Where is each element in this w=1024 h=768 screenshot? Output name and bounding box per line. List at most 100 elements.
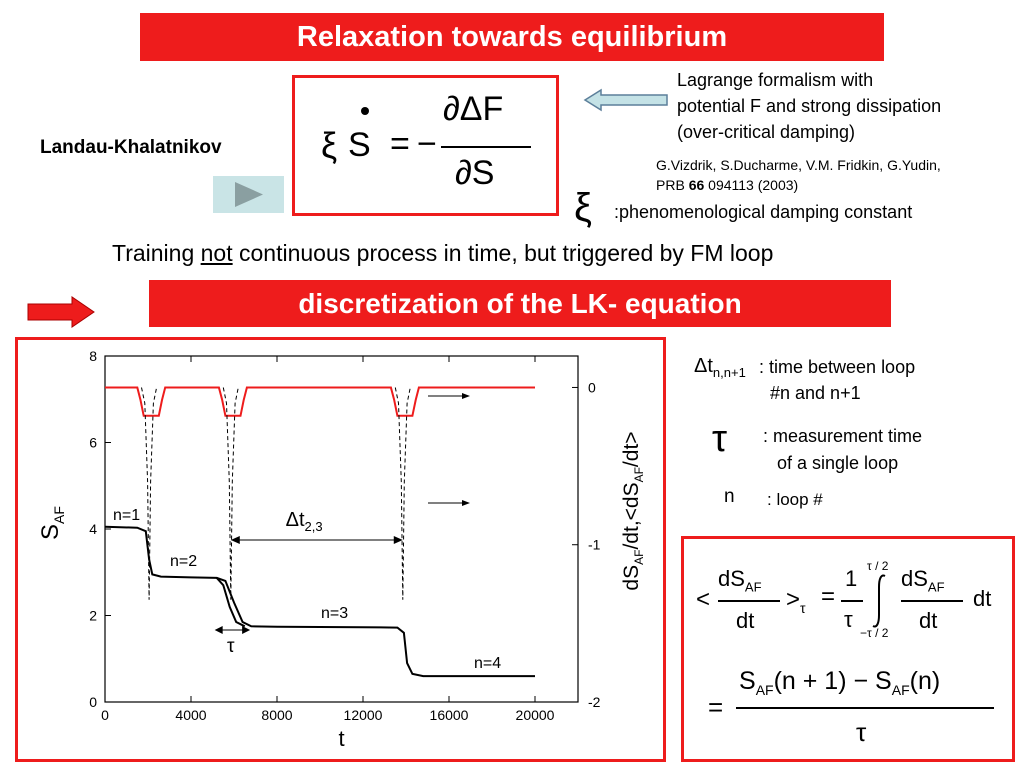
- dt-arrow-left: [230, 536, 240, 544]
- training-statement: Training not continuous process in time,…: [112, 240, 773, 267]
- n-symbol: n: [724, 486, 735, 507]
- avg-gt-text: >: [786, 586, 801, 613]
- eq-s: S: [348, 126, 371, 164]
- y-tick-label: 0: [89, 694, 97, 710]
- tau-definition-2: of a single loop: [777, 453, 899, 473]
- reference-journal-name: PRB: [656, 177, 689, 193]
- label-n3: n=3: [321, 605, 348, 622]
- avg-one: 1: [845, 566, 858, 591]
- play-icon: [235, 182, 263, 207]
- training-before: Training: [112, 240, 201, 266]
- series-line-4: [141, 387, 158, 600]
- reference-journal: PRB 66 094113 (2003): [656, 177, 798, 193]
- tau-label: τ: [227, 636, 235, 657]
- left-arrow-icon: [583, 88, 668, 112]
- y2-tick-label: -2: [588, 694, 601, 710]
- y-tick-label: 8: [89, 348, 97, 364]
- reference-pages: 094113 (2003): [704, 177, 799, 193]
- label-n2: n=2: [170, 553, 197, 570]
- avg-lower-limit: −τ / 2: [860, 626, 889, 640]
- relaxation-chart: 0 4000 8000 12000 16000 20000 0 2 4 6 8 0 -1 -2 t SAF dS…: [37, 348, 646, 751]
- series-line-6: [394, 387, 411, 600]
- avg-line2-num: SAF(n + 1) − SAF(n): [739, 667, 940, 698]
- dt-symbol: Δtn,n+1: [694, 355, 746, 380]
- label-n1: n=1: [113, 507, 140, 524]
- x-axis-label: t: [338, 726, 344, 751]
- eq-fraction-bar: [441, 146, 531, 148]
- subtitle-text: discretization of the LK- equation: [298, 288, 742, 319]
- dt-definition-1: : time between loop: [759, 357, 916, 377]
- lagrange-line-1: Lagrange formalism with: [677, 70, 874, 90]
- avg-line2-tau: τ: [856, 717, 867, 747]
- average-equation-box: < dSAF dt >τ = 1 τ τ / 2 −τ / 2 dSAF dt …: [681, 536, 1015, 762]
- integral-icon: [872, 574, 886, 628]
- series-line-5: [222, 387, 239, 600]
- eq-equals: =: [390, 125, 410, 163]
- dt-arrow-right: [393, 536, 403, 544]
- training-not: not: [200, 240, 233, 266]
- avg-af-sub-3: AF: [755, 682, 774, 698]
- avg-dt-den: dt: [736, 608, 755, 633]
- avg-af-sub-2: AF: [927, 579, 945, 595]
- eq-xi: ξ: [321, 125, 338, 166]
- tau-symbol: τ: [712, 418, 728, 460]
- axis-indicator-arrow-1: [462, 393, 470, 399]
- y2-tick-label: -1: [588, 537, 601, 553]
- dt-label: Δt2,3: [286, 509, 323, 534]
- plot-frame: [104, 355, 579, 703]
- dt-definition-2: #n and n+1: [770, 383, 861, 403]
- avg-line2-equals: =: [708, 692, 724, 722]
- avg-s1: S: [739, 667, 756, 695]
- avg-af-sub: AF: [744, 579, 762, 595]
- y-tick-label: 4: [89, 521, 97, 537]
- avg-bar-2: [841, 600, 863, 602]
- right-arrow-icon: [27, 296, 95, 328]
- avg-bar-1: [718, 600, 780, 602]
- eq-minus: −: [417, 125, 437, 163]
- avg-af-sub-4: AF: [891, 682, 910, 698]
- avg-s2: S: [875, 667, 892, 695]
- dt-subscript: n,n+1: [712, 365, 746, 380]
- n-definition: : loop #: [767, 490, 823, 509]
- avg-upper-limit: τ / 2: [867, 559, 889, 573]
- avg-tau-den: τ: [844, 607, 853, 632]
- series-line-3: [105, 386, 535, 417]
- eq-denominator: ∂S: [455, 154, 495, 192]
- x-tick-label: 12000: [344, 707, 383, 723]
- avg-equals: =: [821, 583, 836, 610]
- landau-label: Landau-Khalatnikov: [40, 137, 222, 158]
- y-axis-label: SAF: [37, 506, 67, 540]
- series-line-1: [104, 525, 535, 678]
- y-tick-label: 6: [89, 435, 97, 451]
- avg-dt-tail: dt: [973, 586, 992, 611]
- lk-equation-box: ξ S = − ∂ΔF ∂S: [292, 75, 559, 216]
- avg-n: (n): [909, 667, 941, 695]
- subtitle-banner: discretization of the LK- equation: [149, 280, 891, 327]
- x-tick-label: 4000: [175, 707, 206, 723]
- reference-authors: G.Vizdrik, S.Ducharme, V.M. Fridkin, G.Y…: [656, 157, 941, 173]
- avg-ds-text-2: dS: [901, 566, 928, 591]
- eq-dot: [361, 107, 369, 115]
- tau-arrow-left: [214, 626, 223, 634]
- avg-bar-3: [901, 600, 963, 602]
- reference-volume: 66: [688, 177, 705, 193]
- avg-ds-num-2: dSAF: [901, 566, 945, 594]
- tau-definition-1: : measurement time: [763, 426, 923, 446]
- damping-text: :phenomenological damping constant: [614, 202, 913, 222]
- avg-dt-den-2: dt: [919, 608, 938, 633]
- tau-arrow-right: [242, 626, 251, 634]
- play-button[interactable]: [213, 176, 284, 213]
- eq-numerator: ∂ΔF: [443, 90, 504, 128]
- series-line-2: [216, 577, 246, 628]
- chart-box: 0 4000 8000 12000 16000 20000 0 2 4 6 8 0 -1 -2 t SAF dS…: [15, 337, 666, 762]
- x-tick-label: 20000: [516, 707, 555, 723]
- avg-minus: −: [853, 667, 869, 695]
- damping-symbol: ξ: [574, 186, 592, 230]
- x-tick-label: 0: [101, 707, 109, 723]
- avg-lt: <: [696, 586, 711, 613]
- y2-axis-label: dSAF/dt,<dSAF/dt>: [620, 431, 646, 590]
- avg-ds-text: dS: [718, 566, 745, 591]
- lagrange-line-3: (over-critical damping): [677, 122, 856, 142]
- label-n4: n=4: [474, 655, 501, 672]
- x-tick-label: 8000: [261, 707, 292, 723]
